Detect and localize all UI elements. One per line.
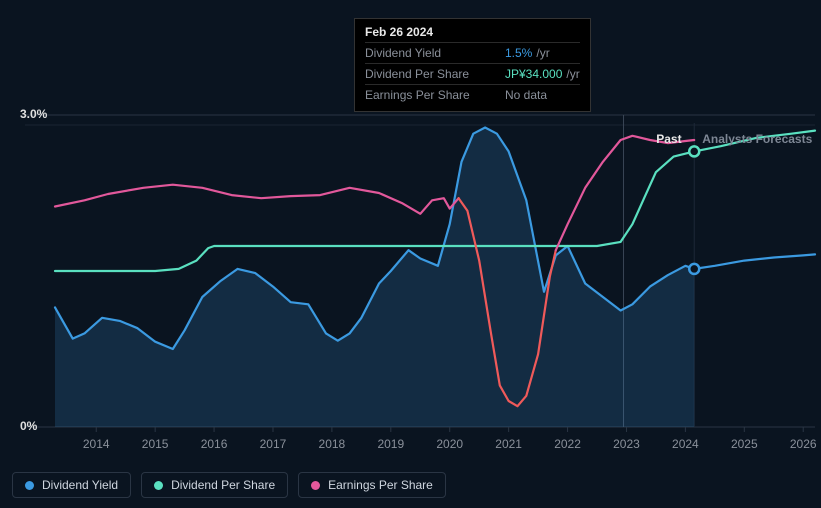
tooltip-label: Dividend Yield bbox=[365, 46, 505, 60]
legend-item[interactable]: Dividend Per Share bbox=[141, 472, 288, 498]
legend-dot-icon bbox=[25, 481, 34, 490]
legend-item[interactable]: Dividend Yield bbox=[12, 472, 131, 498]
zone-label-past: Past bbox=[656, 132, 681, 146]
tooltip-row: Dividend Per ShareJP¥34.000/yr bbox=[365, 63, 580, 84]
x-tick-label: 2018 bbox=[319, 437, 346, 451]
zone-label-forecast: Analysts Forecasts bbox=[702, 132, 812, 146]
legend: Dividend Yield Dividend Per Share Earnings… bbox=[12, 472, 446, 498]
tooltip-label: Earnings Per Share bbox=[365, 88, 505, 102]
x-tick-label: 2025 bbox=[731, 437, 758, 451]
x-tick-label: 2014 bbox=[83, 437, 110, 451]
tooltip-row: Dividend Yield1.5% /yr bbox=[365, 42, 580, 63]
y-tick-label: 3.0% bbox=[20, 107, 47, 121]
legend-dot-icon bbox=[154, 481, 163, 490]
tooltip-value: 1.5% bbox=[505, 46, 532, 60]
x-tick-label: 2024 bbox=[672, 437, 699, 451]
tooltip-value: No data bbox=[505, 88, 547, 102]
x-tick-label: 2016 bbox=[201, 437, 228, 451]
dividend-chart: 0% 3.0% 2014 2015 2016 2017 2018 2019 2020 2021 2… bbox=[0, 0, 821, 508]
legend-label: Earnings Per Share bbox=[328, 478, 433, 492]
tooltip-row: Earnings Per ShareNo data bbox=[365, 84, 580, 105]
tooltip-label: Dividend Per Share bbox=[365, 67, 505, 81]
legend-label: Dividend Yield bbox=[42, 478, 118, 492]
x-tick-label: 2017 bbox=[260, 437, 287, 451]
chart-tooltip: Feb 26 2024 Dividend Yield1.5%/yrDividen… bbox=[354, 18, 591, 112]
x-tick-label: 2015 bbox=[142, 437, 169, 451]
y-tick-label: 0% bbox=[20, 419, 37, 433]
x-tick-label: 2022 bbox=[554, 437, 581, 451]
tooltip-unit: /yr bbox=[536, 46, 549, 60]
legend-dot-icon bbox=[311, 481, 320, 490]
x-tick-label: 2021 bbox=[495, 437, 522, 451]
tooltip-date: Feb 26 2024 bbox=[365, 25, 580, 39]
x-tick-label: 2019 bbox=[377, 437, 404, 451]
tooltip-value: JP¥34.000 bbox=[505, 67, 562, 81]
x-tick-label: 2026 bbox=[790, 437, 817, 451]
x-tick-label: 2023 bbox=[613, 437, 640, 451]
tooltip-unit: /yr bbox=[566, 67, 579, 81]
legend-item[interactable]: Earnings Per Share bbox=[298, 472, 446, 498]
legend-label: Dividend Per Share bbox=[171, 478, 275, 492]
x-tick-label: 2020 bbox=[436, 437, 463, 451]
